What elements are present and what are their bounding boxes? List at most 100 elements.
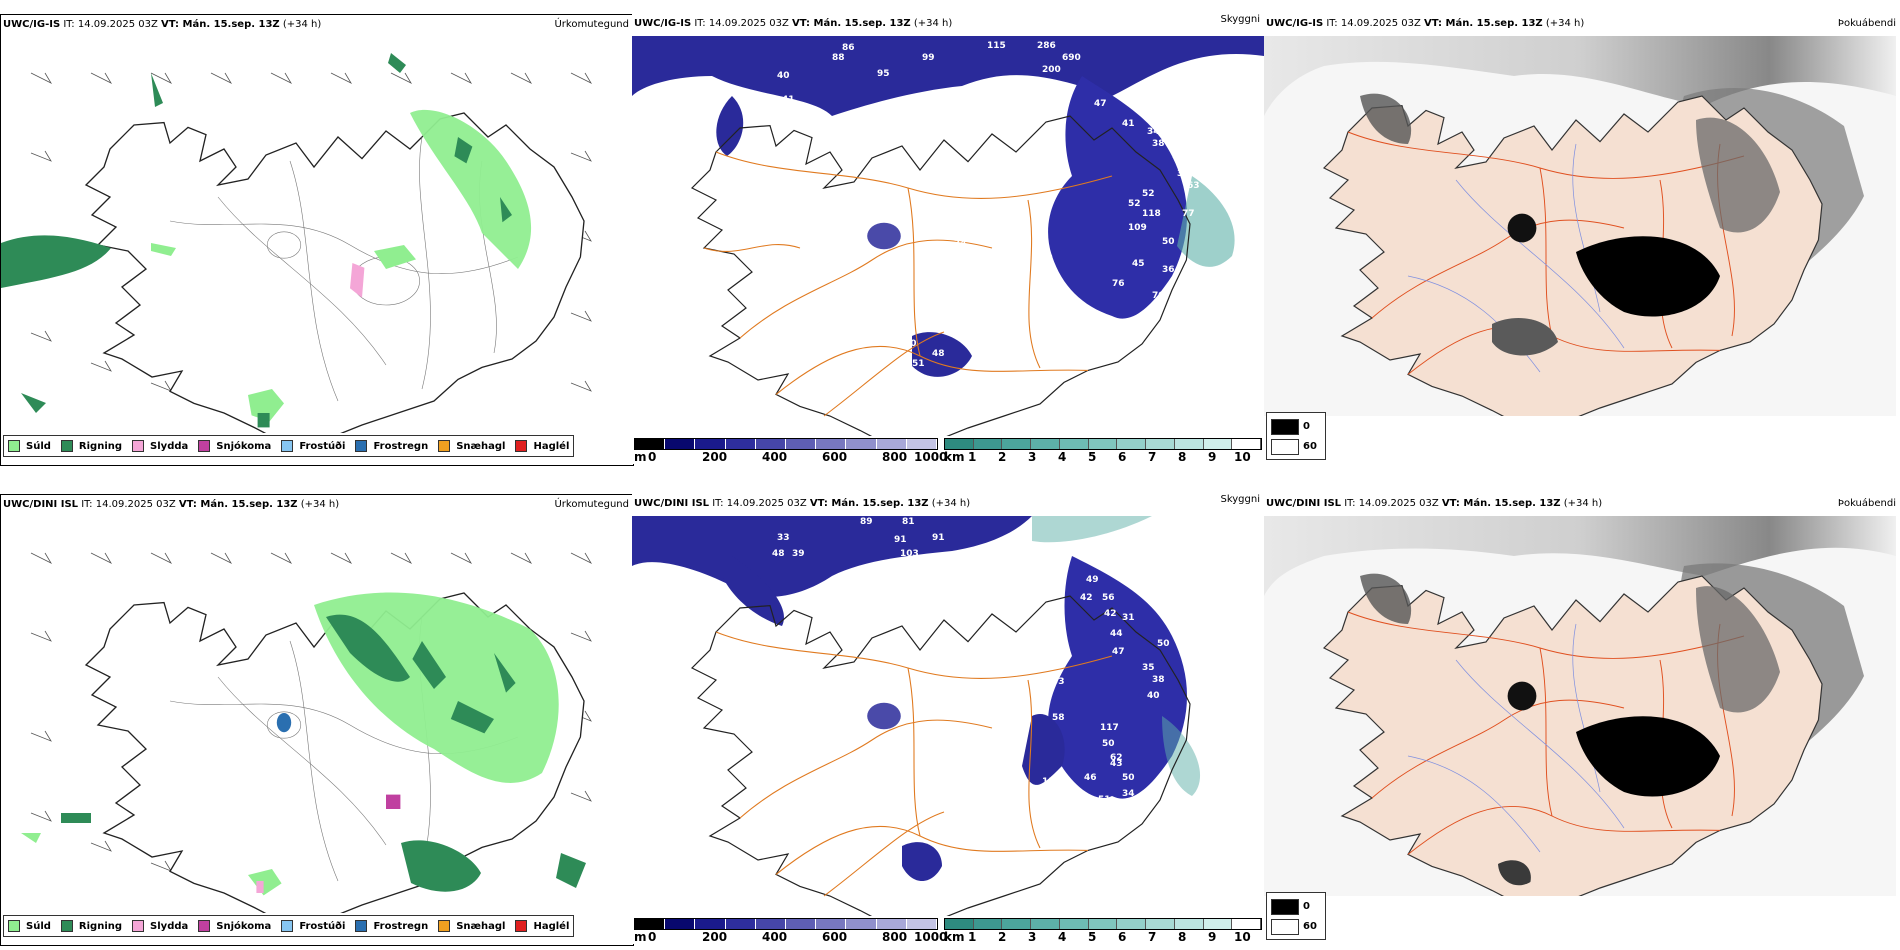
cloud-base-label: 77 xyxy=(1182,209,1195,219)
cloud-base-label: 200 xyxy=(1042,65,1061,75)
cloud-base-label: 40 xyxy=(777,71,790,81)
legend-item: Frostregn xyxy=(355,440,428,452)
colorbar-segment xyxy=(973,919,1003,929)
height-tick: 1000 xyxy=(914,930,948,944)
visibility-tick: 4 xyxy=(1058,450,1067,464)
legend-item: Slydda xyxy=(132,920,188,932)
visibility-tick: 7 xyxy=(1148,930,1157,944)
legend-item: Haglél xyxy=(515,920,569,932)
cloud-base-label: 47 xyxy=(1112,647,1125,657)
fog-map xyxy=(1264,516,1896,896)
cloud-base-label: 45 xyxy=(1132,259,1145,269)
legend-item: Frostúði xyxy=(281,440,345,452)
cloud-base-label: 86 xyxy=(1182,289,1195,299)
colorbar-segment xyxy=(816,919,847,929)
cloud-base-label: 53 xyxy=(1037,567,1050,577)
visibility-tick: 5 xyxy=(1088,450,1097,464)
cloud-base-label: 49 xyxy=(1086,575,1099,585)
cloud-base-label: 66 xyxy=(1064,809,1077,819)
colorbar-segment xyxy=(1088,919,1118,929)
panel-header: UWC/IG-IS IT: 14.09.2025 03Z VT: Mán. 15… xyxy=(3,19,322,30)
colorbar-segment xyxy=(635,439,666,449)
colorbar-segment xyxy=(1117,439,1147,449)
height-tick: 0 xyxy=(648,930,657,944)
colorbar-segment xyxy=(906,919,938,929)
cloud-panel-ig-is: UWC/IG-IS IT: 14.09.2025 03Z VT: Mán. 15… xyxy=(632,14,1264,464)
legend-swatch xyxy=(8,440,20,452)
fog-swatch-dark xyxy=(1271,419,1299,435)
panel-header: UWC/DINI ISL IT: 14.09.2025 03Z VT: Mán.… xyxy=(634,498,971,509)
cloud-base-label: 48 xyxy=(772,549,785,559)
cloud-base-label: 51 xyxy=(912,359,925,369)
colorbar-segment xyxy=(1203,919,1233,929)
colorbar-segment xyxy=(1174,439,1204,449)
cloud-base-label: 43 xyxy=(1110,759,1123,769)
cloud-base-label: 38 xyxy=(1152,675,1165,685)
legend-item: Súld xyxy=(8,440,51,452)
legend-item: Rigning xyxy=(60,440,122,452)
legend-swatch xyxy=(281,920,294,932)
colorbar-segment xyxy=(1146,919,1175,929)
colorbar-segment xyxy=(1031,919,1060,929)
colorbar-segment xyxy=(725,439,756,449)
visibility-tick: 3 xyxy=(1028,450,1037,464)
cloud-base-label: 52 xyxy=(1128,199,1141,209)
colorbar-segment xyxy=(695,919,726,929)
colorbar-segment xyxy=(1059,919,1089,929)
cloud-base-label: 48 xyxy=(932,349,945,359)
cloud-base-label: 76 xyxy=(1112,279,1125,289)
fog-legend-label: 60 xyxy=(1303,921,1317,932)
cloud-base-label: 60 xyxy=(904,339,917,349)
legend-item: Snjókoma xyxy=(198,920,271,932)
colorbar-segment xyxy=(635,919,666,929)
colorbar-segment xyxy=(725,919,756,929)
cloud-base-label: 36 xyxy=(1162,265,1175,275)
cloud-base-label: 50 xyxy=(1122,773,1135,783)
panel-type-label: Úrkomutegund xyxy=(554,19,629,30)
height-tick: 400 xyxy=(762,930,788,944)
cloud-base-label: 189 xyxy=(1034,253,1053,263)
fog-legend-label: 60 xyxy=(1303,441,1317,452)
legend-swatch xyxy=(355,920,368,932)
cloud-base-label: 81 xyxy=(902,517,915,527)
cloud-base-label: 91 xyxy=(894,535,907,545)
colorbar-segment xyxy=(906,439,938,449)
visibility-tick: 10 xyxy=(1234,930,1251,944)
visibility-tick: 7 xyxy=(1148,450,1157,464)
visibility-tick: 6 xyxy=(1118,450,1127,464)
visibility-tick: 2 xyxy=(998,450,1007,464)
legend-swatch xyxy=(515,920,528,932)
legend-swatch xyxy=(198,920,211,932)
cloud-number-labels: 89 81 91 91 103 155 33 48 39 35 53 49 42 56 42 31 44 47 50… xyxy=(772,517,1170,899)
cloud-base-label: 38 xyxy=(1152,139,1165,149)
visibility-colorbar-labels: km 1 2 3 4 5 6 7 8 9 10 xyxy=(944,930,1264,944)
legend-item: Frostúði xyxy=(281,920,345,932)
cloud-base-label: 95 xyxy=(877,69,890,79)
visibility-tick: 1 xyxy=(968,930,977,944)
visibility-colorbar xyxy=(944,918,1262,930)
cloud-base-label: 286 xyxy=(1037,41,1056,51)
fog-swatch-light xyxy=(1271,439,1299,455)
cloud-base-label: 52 xyxy=(1142,189,1155,199)
fog-map xyxy=(1264,36,1896,416)
cloud-base-label: 33 xyxy=(1172,151,1185,161)
colorbar-segment xyxy=(755,439,787,449)
cloud-base-label: 86 xyxy=(842,43,855,53)
height-tick: 200 xyxy=(702,930,728,944)
visibility-colorbar xyxy=(944,438,1262,450)
cloud-map: 86 88 99 115 286 690 40 95 200 41 43 59 47 41 34 30 38 33… xyxy=(632,36,1264,436)
legend-swatch xyxy=(438,920,451,932)
cloud-base-label: 33 xyxy=(777,533,790,543)
fog-legend-label: 0 xyxy=(1303,421,1310,432)
precip-panel-dini-isl: UWC/DINI ISL IT: 14.09.2025 03Z VT: Mán.… xyxy=(0,494,634,946)
colorbar-segment xyxy=(945,919,974,929)
cloud-base-label: 59 xyxy=(747,117,760,127)
cloud-base-label: 35 xyxy=(1142,663,1155,673)
fog-legend: 0 60 xyxy=(1266,892,1326,940)
legend-swatch xyxy=(8,920,20,932)
height-tick: 600 xyxy=(822,450,848,464)
panel-type-label: Þokuábendi xyxy=(1837,18,1896,29)
cloud-base-label: 50 xyxy=(1162,237,1175,247)
height-tick: 600 xyxy=(822,930,848,944)
